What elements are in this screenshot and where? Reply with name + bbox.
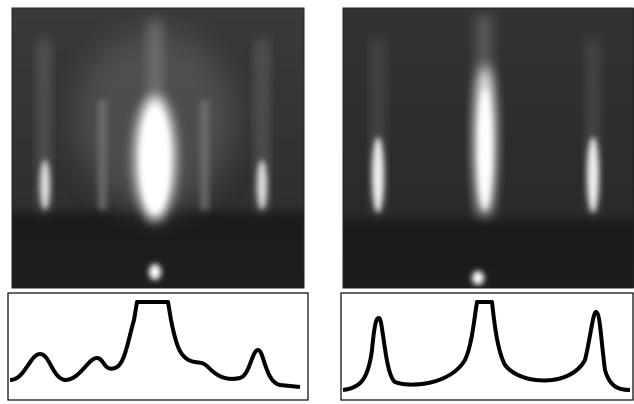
right-profile: [341, 293, 633, 400]
left-profile: [8, 293, 308, 400]
right-pattern: [343, 8, 634, 288]
left-pattern: [12, 8, 304, 288]
